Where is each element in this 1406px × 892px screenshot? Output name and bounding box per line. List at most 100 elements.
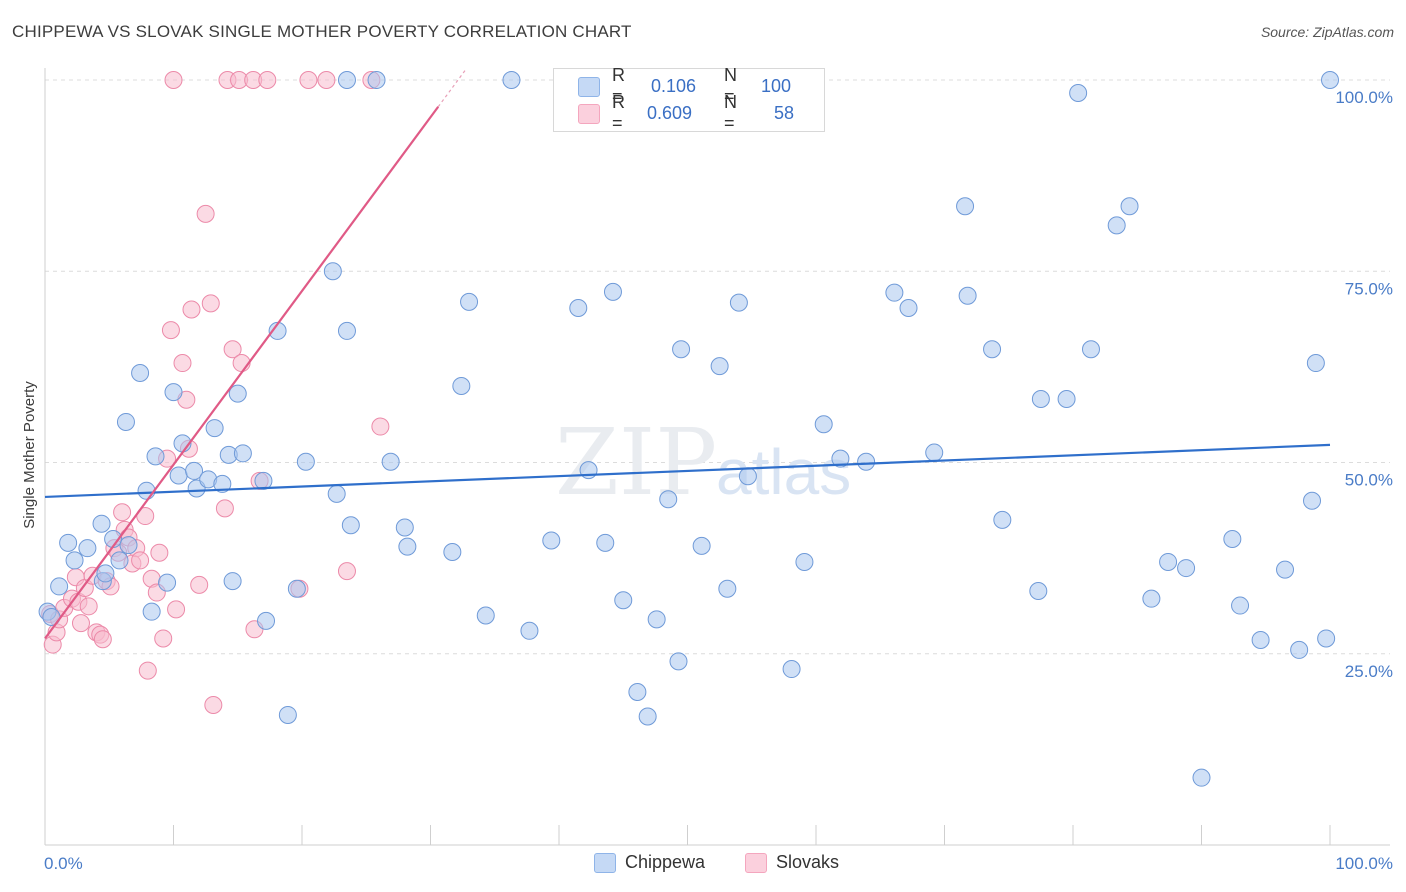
data-point-slovaks bbox=[164, 71, 183, 89]
data-point-chippewa bbox=[692, 536, 711, 555]
source-credit: Source: ZipAtlas.com bbox=[1260, 24, 1394, 40]
data-point-chippewa bbox=[925, 443, 944, 462]
data-point-slovaks bbox=[223, 340, 242, 359]
data-point-chippewa bbox=[323, 262, 342, 281]
trend-lines bbox=[44, 68, 1331, 640]
data-point-chippewa bbox=[142, 602, 161, 621]
data-point-chippewa bbox=[1306, 354, 1325, 373]
data-point-chippewa bbox=[1223, 530, 1242, 548]
data-point-chippewa bbox=[164, 383, 183, 402]
y-axis-label: Single Mother Poverty bbox=[21, 381, 38, 529]
data-point-chippewa bbox=[899, 298, 918, 317]
data-point-slovaks bbox=[317, 71, 336, 89]
data-point-slovaks bbox=[173, 354, 192, 373]
data-point-chippewa bbox=[718, 579, 737, 598]
data-point-chippewa bbox=[1057, 390, 1076, 409]
data-point-chippewa bbox=[223, 572, 242, 591]
data-point-slovaks bbox=[299, 71, 318, 89]
data-point-slovaks bbox=[131, 551, 150, 570]
trend-line-chippewa bbox=[44, 443, 1331, 499]
data-point-chippewa bbox=[672, 340, 691, 359]
data-point-chippewa bbox=[628, 683, 647, 701]
chippewa-points bbox=[38, 71, 1339, 787]
bottom-legend-swatch-chippewa bbox=[594, 852, 616, 873]
data-point-chippewa bbox=[1276, 560, 1295, 579]
data-point-chippewa bbox=[1317, 629, 1336, 648]
data-point-chippewa bbox=[857, 452, 876, 471]
data-point-chippewa bbox=[228, 384, 247, 403]
data-point-chippewa bbox=[502, 71, 521, 89]
data-point-chippewa bbox=[287, 579, 306, 598]
data-point-chippewa bbox=[213, 474, 232, 493]
data-point-chippewa bbox=[337, 321, 356, 340]
tick-labels: 25.0% 50.0% 75.0% 100.0% 0.0% 100.0% bbox=[44, 88, 1393, 873]
data-point-slovaks bbox=[79, 597, 98, 616]
legend-r-value-slovaks: 0.609 bbox=[647, 102, 693, 123]
data-point-chippewa bbox=[1120, 197, 1139, 216]
data-point-chippewa bbox=[520, 621, 539, 640]
data-point-chippewa bbox=[1081, 340, 1100, 359]
data-point-chippewa bbox=[596, 533, 615, 552]
data-point-chippewa bbox=[669, 652, 688, 671]
data-point-chippewa bbox=[119, 536, 138, 555]
data-point-slovaks bbox=[150, 543, 169, 562]
data-point-chippewa bbox=[78, 539, 97, 558]
data-point-chippewa bbox=[476, 606, 495, 625]
data-point-chippewa bbox=[116, 412, 135, 431]
legend-r-label: R = bbox=[612, 65, 625, 106]
data-point-slovaks bbox=[204, 696, 223, 715]
data-point-slovaks bbox=[154, 629, 173, 648]
slovaks-points bbox=[41, 71, 390, 715]
legend-swatch-chippewa bbox=[578, 77, 600, 97]
data-point-chippewa bbox=[327, 484, 346, 503]
data-point-slovaks bbox=[161, 321, 180, 340]
data-point-chippewa bbox=[205, 419, 224, 438]
data-point-slovaks bbox=[138, 661, 157, 680]
data-point-chippewa bbox=[1142, 589, 1161, 608]
data-point-chippewa bbox=[110, 551, 129, 570]
data-point-chippewa bbox=[542, 531, 561, 550]
data-point-chippewa bbox=[50, 577, 69, 596]
data-point-chippewa bbox=[131, 363, 150, 382]
watermark-zip: ZIP bbox=[555, 409, 717, 516]
data-point-chippewa bbox=[782, 660, 801, 679]
data-point-chippewa bbox=[1159, 552, 1178, 571]
data-point-slovaks bbox=[93, 630, 112, 649]
data-point-chippewa bbox=[137, 481, 156, 500]
y-tick-label: 25.0% bbox=[1345, 662, 1393, 681]
data-point-chippewa bbox=[146, 447, 165, 466]
data-point-chippewa bbox=[659, 490, 678, 509]
data-point-chippewa bbox=[638, 707, 657, 726]
data-point-chippewa bbox=[296, 452, 315, 471]
data-point-slovaks bbox=[71, 614, 90, 633]
data-point-chippewa bbox=[169, 466, 188, 485]
legend-swatch-slovaks bbox=[578, 104, 600, 124]
data-point-chippewa bbox=[278, 705, 297, 724]
legend-r-label: R = bbox=[612, 92, 625, 133]
bottom-legend-swatch-slovaks bbox=[745, 852, 767, 873]
data-point-chippewa bbox=[814, 415, 833, 434]
y-tick-label: 75.0% bbox=[1345, 279, 1393, 298]
data-point-chippewa bbox=[831, 449, 850, 468]
data-point-chippewa bbox=[885, 283, 904, 302]
data-point-chippewa bbox=[96, 564, 115, 583]
y-tick-label: 50.0% bbox=[1345, 471, 1393, 490]
axes bbox=[44, 68, 1390, 846]
data-point-slovaks bbox=[190, 575, 209, 594]
data-point-chippewa bbox=[993, 510, 1012, 529]
data-point-chippewa bbox=[257, 611, 276, 630]
data-point-slovaks bbox=[196, 204, 215, 223]
bottom-legend-chippewa: Chippewa bbox=[594, 852, 705, 873]
x-tick-label: 0.0% bbox=[44, 854, 83, 873]
data-point-chippewa bbox=[1231, 596, 1250, 615]
data-point-slovaks bbox=[215, 499, 234, 518]
legend-n-value-chippewa: 100 bbox=[761, 75, 792, 96]
data-point-chippewa bbox=[92, 514, 111, 533]
x-tick-label: 100.0% bbox=[1335, 854, 1393, 873]
data-point-chippewa bbox=[1192, 768, 1211, 787]
data-point-chippewa bbox=[381, 452, 400, 471]
data-point-chippewa bbox=[367, 71, 386, 89]
data-point-chippewa bbox=[341, 516, 360, 535]
data-point-slovaks bbox=[371, 417, 390, 436]
